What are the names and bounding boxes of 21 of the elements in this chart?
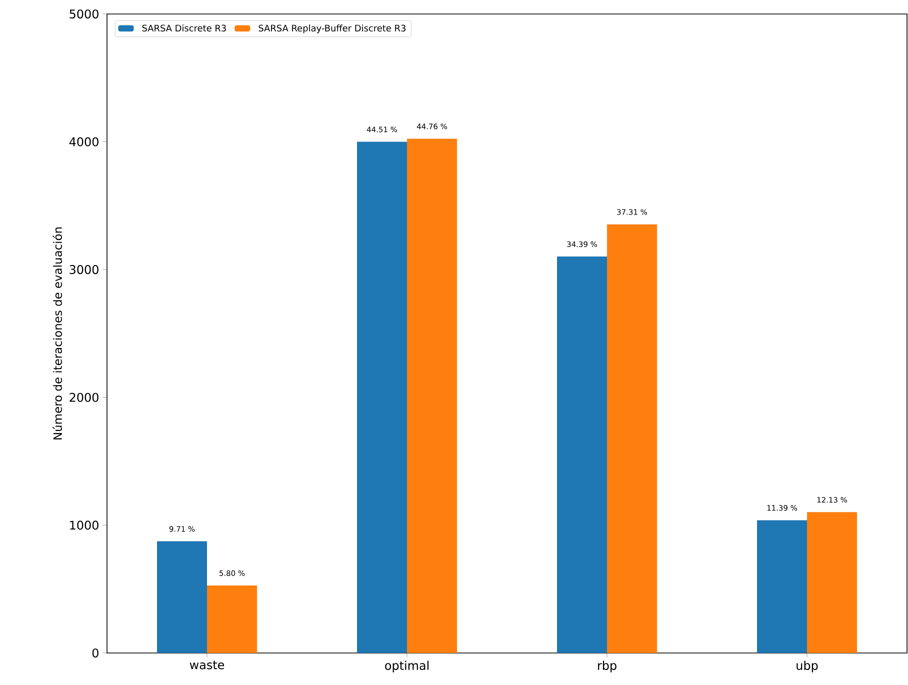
bar: [607, 224, 658, 653]
y-axis-title: Número de iteraciones de evaluación: [52, 227, 62, 440]
legend-label: SARSA Discrete R3: [142, 24, 226, 32]
bar: [557, 256, 608, 653]
bar: [807, 512, 858, 653]
x-tick-label: waste: [190, 660, 224, 670]
y-tick-label: 1000: [70, 520, 98, 530]
bar: [407, 138, 458, 653]
y-tick-label: 0: [92, 648, 98, 658]
y-tick-label: 3000: [70, 265, 98, 274]
x-tick-label: rbp: [598, 660, 616, 672]
bar: [757, 520, 808, 653]
bar: [157, 541, 208, 653]
bar: [357, 142, 408, 653]
y-tick-label: 4000: [69, 137, 98, 146]
y-tick-label: 2000: [70, 392, 98, 402]
x-tick-label: ubp: [796, 660, 818, 672]
legend-label: SARSA Replay-Buffer Discrete R3: [258, 24, 406, 34]
bar: [207, 586, 258, 653]
x-tick-label: optimal: [385, 660, 428, 672]
y-tick-label: 5000: [70, 9, 98, 19]
